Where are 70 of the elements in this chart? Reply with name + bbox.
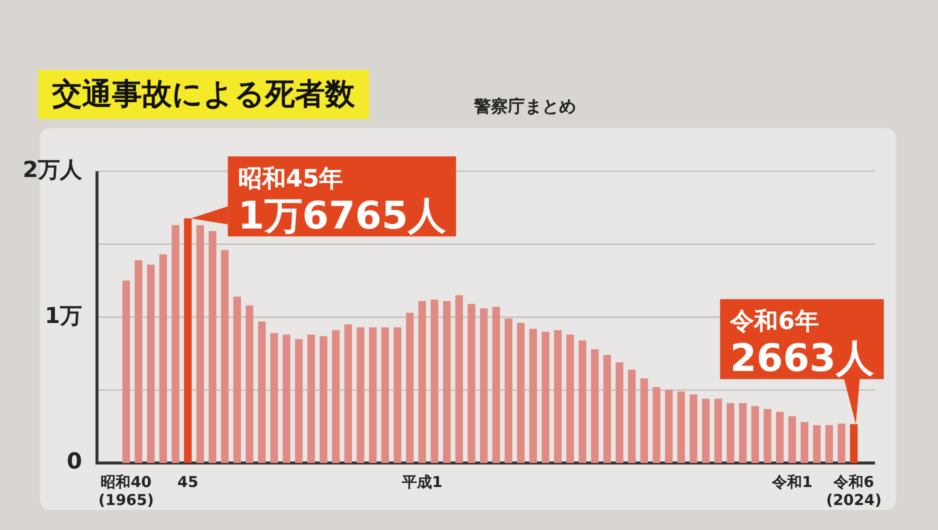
bar (788, 416, 796, 463)
annotation: 令和6年 2663人 (729, 307, 874, 380)
bar (776, 412, 784, 463)
bar (455, 295, 463, 463)
bar (258, 321, 266, 463)
bar (838, 424, 846, 463)
bar (344, 324, 352, 463)
bar (356, 327, 364, 463)
bar (800, 422, 808, 463)
bar (554, 330, 562, 463)
bar (233, 296, 241, 463)
bar (578, 340, 586, 463)
bar (369, 327, 377, 463)
bar (221, 250, 229, 463)
bar (468, 304, 476, 463)
bar (751, 406, 759, 463)
bar (134, 260, 142, 463)
bar (726, 403, 734, 463)
bar (677, 392, 685, 463)
y-tick-label: 2万人 (22, 158, 83, 183)
x-tick-label: 昭和40 (1965) (98, 472, 154, 509)
bar (282, 334, 290, 463)
bar (159, 254, 167, 463)
bar (332, 330, 340, 463)
bar (307, 334, 315, 463)
bar (640, 378, 648, 463)
x-tick-label: 令和6 (2024) (826, 472, 882, 509)
bar (381, 327, 389, 463)
bar (418, 301, 426, 463)
bar (122, 280, 130, 463)
bar (665, 390, 673, 463)
bar (147, 264, 155, 463)
bar (208, 231, 216, 463)
bar (813, 425, 821, 463)
bar (480, 308, 488, 463)
x-tick-label: 45 (177, 472, 198, 491)
bar (566, 334, 574, 463)
bar (517, 322, 525, 463)
chart-subtitle: 警察庁まとめ (474, 96, 576, 118)
bar (270, 333, 278, 463)
x-tick-label: 令和1 (770, 472, 812, 491)
bar (394, 327, 402, 463)
bar (714, 398, 722, 463)
bar (628, 370, 636, 463)
bar (690, 394, 698, 463)
bar (492, 306, 500, 463)
y-tick-label: 1万 (44, 304, 82, 329)
bar (652, 387, 660, 463)
bar (702, 398, 710, 463)
x-tick-label: 平成1 (400, 472, 442, 491)
bar (739, 403, 747, 463)
bar (603, 355, 611, 463)
bar (430, 300, 438, 463)
bar (825, 425, 833, 463)
bar (320, 336, 328, 463)
bar (542, 332, 550, 463)
bar (616, 362, 624, 463)
bar (295, 338, 303, 463)
bar (443, 301, 451, 463)
bar (246, 305, 254, 463)
bar (591, 349, 599, 463)
bar (406, 312, 414, 463)
bar (764, 409, 772, 463)
bar (172, 225, 180, 463)
annotation: 昭和45年 1万6765人 (238, 164, 446, 238)
chart-title: 交通事故による死者数 (38, 70, 369, 119)
bar (504, 318, 512, 463)
bar (196, 225, 204, 463)
y-tick-label: 0 (66, 450, 82, 475)
bar (529, 328, 537, 463)
